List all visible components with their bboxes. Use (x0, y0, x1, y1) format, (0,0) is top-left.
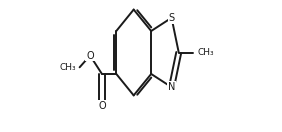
Text: O: O (98, 101, 106, 111)
Text: N: N (168, 82, 175, 92)
Text: S: S (169, 13, 175, 23)
Text: CH₃: CH₃ (60, 63, 76, 72)
Text: CH₃: CH₃ (197, 48, 214, 57)
Text: O: O (86, 51, 94, 61)
